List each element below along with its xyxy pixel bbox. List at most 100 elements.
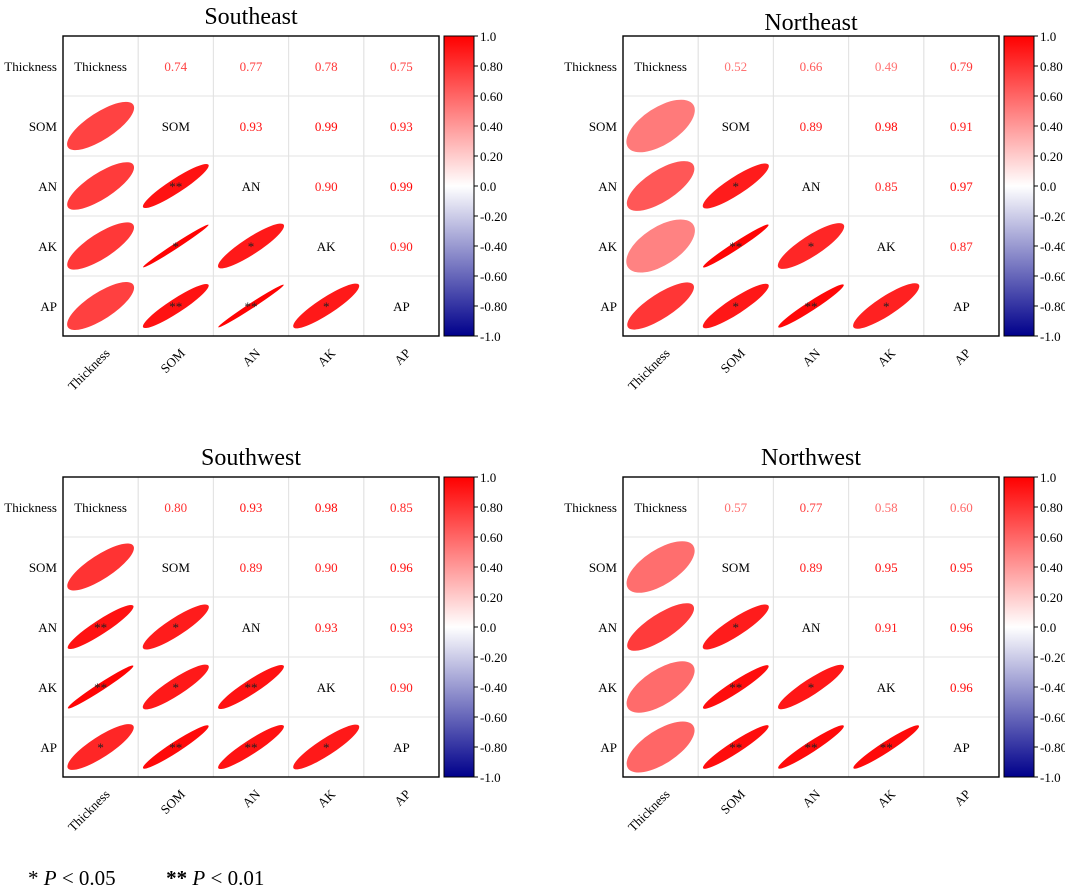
colorbar-tick-label: 0.60 (480, 89, 503, 104)
colorbar-tick-label: 0.20 (480, 590, 503, 605)
panel-title: Northwest (761, 445, 861, 471)
correlation-ellipse (626, 219, 695, 273)
correlation-figure: Southeast Thickness SOM AN AK AP Thickness SOM A… (4, 4, 1065, 834)
double-star-symbol: ** (166, 866, 188, 890)
significance-mark: ** (245, 740, 258, 755)
significance-mark: * (97, 740, 104, 755)
correlation-ellipse (703, 224, 769, 268)
colorbar-tick-label: -0.60 (480, 710, 507, 725)
correlation-ellipse (626, 541, 695, 593)
correlation-ellipse (67, 665, 134, 709)
diagonal-label: AP (953, 740, 970, 755)
correlation-value: 0.95 (875, 560, 898, 575)
correlation-value: 0.85 (390, 500, 413, 515)
correlation-ellipse (142, 664, 209, 710)
correlation-value: 0.90 (390, 239, 413, 254)
col-label-ak: AK (314, 345, 338, 369)
diagonal-label: AP (393, 299, 410, 314)
significance-mark: * (883, 299, 890, 314)
correlation-ellipse (142, 283, 209, 329)
correlation-ellipse (702, 665, 769, 709)
colorbar-tick-label: 1.0 (480, 470, 496, 485)
significance-mark: * (248, 239, 255, 254)
colorbar-tick-label: -0.60 (480, 269, 507, 284)
plot-border (622, 476, 1000, 778)
correlation-ellipse (626, 721, 695, 773)
col-label-ak: AK (874, 786, 898, 810)
correlation-value: 0.93 (390, 119, 413, 134)
colorbar-tick-label: -0.40 (480, 680, 507, 695)
row-label-an: AN (598, 620, 617, 635)
panel-southwest: Southwest Thickness SOM AN AK AP Thickness SOM A… (4, 445, 507, 834)
plot-border (62, 35, 440, 337)
correlation-ellipse (853, 283, 920, 329)
significance-mark: ** (729, 239, 742, 254)
plot-border (62, 476, 440, 778)
colorbar-tick-label: 0.80 (480, 59, 503, 74)
correlation-ellipse (702, 725, 769, 769)
diagonal-label: AN (802, 620, 821, 635)
correlation-value: 0.98 (315, 500, 338, 515)
colorbar-tick-label: 0.40 (1040, 560, 1063, 575)
panel-title: Southwest (201, 445, 301, 471)
colorbar-tick-label: -0.80 (480, 299, 507, 314)
colorbar-tick-label: -1.0 (1040, 329, 1061, 344)
significance-mark: ** (729, 680, 742, 695)
significance-mark: ** (169, 299, 182, 314)
correlation-ellipse (143, 224, 209, 268)
correlation-value: 0.66 (800, 59, 823, 74)
col-label-ap: AP (951, 346, 973, 368)
colorbar-tick-label: 0.80 (1040, 59, 1063, 74)
colorbar-tick-label: 0.0 (1040, 179, 1056, 194)
panel-title: Southeast (204, 4, 298, 30)
col-label-thickness: Thickness (65, 787, 113, 835)
diagonal-label: Thickness (74, 500, 127, 515)
correlation-ellipse (67, 222, 135, 270)
col-label-ak: AK (874, 345, 898, 369)
correlation-ellipse (626, 99, 695, 153)
colorbar-tick-label: -0.60 (1040, 269, 1065, 284)
colorbar-tick-label: -0.80 (480, 740, 507, 755)
significance-mark: ** (94, 620, 107, 635)
row-label-thickness: Thickness (564, 59, 617, 74)
colorbar-tick-label: -0.40 (1040, 680, 1065, 695)
col-label-an: AN (799, 786, 823, 810)
row-label-ak: AK (598, 680, 617, 695)
diagonal-label: AK (877, 239, 896, 254)
correlation-ellipse (702, 163, 769, 209)
colorbar (1003, 35, 1035, 337)
col-label-thickness: Thickness (65, 346, 113, 394)
panel-southeast: Southeast Thickness SOM AN AK AP Thickness SOM A… (4, 4, 507, 393)
colorbar-tick-label: -1.0 (480, 770, 501, 785)
correlation-ellipse (778, 284, 844, 328)
col-label-an: AN (239, 786, 263, 810)
significance-mark: ** (729, 740, 742, 755)
significance-mark: ** (880, 740, 893, 755)
colorbar-tick-label: 0.0 (480, 179, 496, 194)
correlation-value: 0.57 (724, 500, 747, 515)
plot-border (622, 35, 1000, 337)
row-label-ap: AP (600, 740, 617, 755)
colorbar-tick-label: -1.0 (480, 329, 501, 344)
colorbar-tick-label: 1.0 (1040, 470, 1056, 485)
significance-mark: * (173, 680, 180, 695)
correlation-ellipse (853, 725, 920, 769)
diagonal-label: AK (317, 680, 336, 695)
diagonal-label: Thickness (634, 59, 687, 74)
p01-text: < 0.01 (210, 866, 265, 890)
correlation-value: 0.87 (950, 239, 973, 254)
correlation-ellipse (67, 282, 135, 330)
col-label-ak: AK (314, 786, 338, 810)
correlation-value: 0.96 (950, 620, 973, 635)
colorbar-tick-label: 0.20 (1040, 590, 1063, 605)
diagonal-label: AP (393, 740, 410, 755)
diagonal-label: SOM (722, 119, 751, 134)
correlation-ellipse (702, 283, 769, 329)
diagonal-label: AP (953, 299, 970, 314)
row-label-ak: AK (38, 239, 57, 254)
colorbar-tick-label: -0.80 (1040, 299, 1065, 314)
panel-northeast: Northeast Thickness SOM AN AK AP Thickness SOM A… (564, 10, 1065, 393)
colorbar-tick-label: -0.40 (1040, 239, 1065, 254)
colorbar-tick-label: 0.60 (1040, 89, 1063, 104)
significance-mark: * (733, 299, 740, 314)
